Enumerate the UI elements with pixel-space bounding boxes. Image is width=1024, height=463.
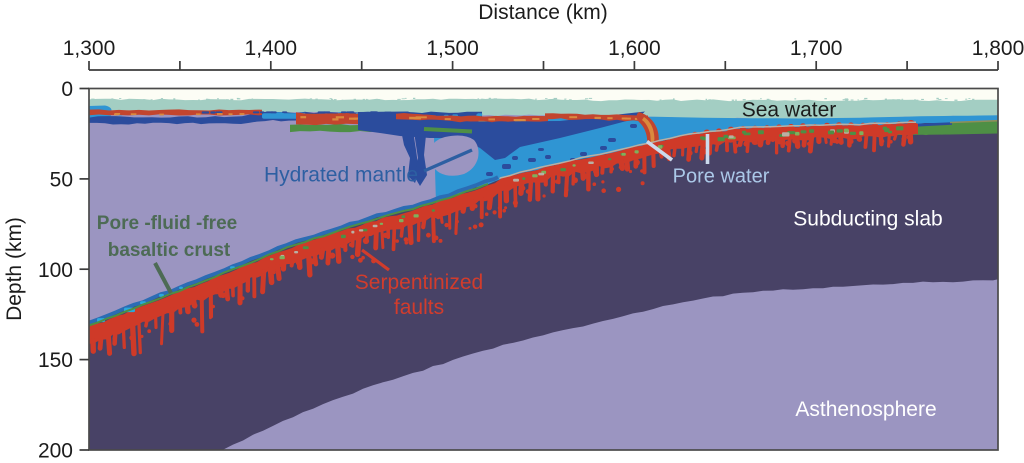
svg-text:Pore water: Pore water [673, 166, 770, 188]
svg-text:Hydrated mantle: Hydrated mantle [264, 164, 418, 187]
svg-text:Depth (km): Depth (km) [3, 217, 26, 321]
svg-text:Asthenosphere: Asthenosphere [795, 398, 936, 421]
svg-text:1,300: 1,300 [63, 37, 116, 60]
svg-text:50: 50 [50, 168, 73, 191]
svg-text:1,600: 1,600 [608, 37, 661, 60]
svg-text:1,800: 1,800 [972, 37, 1024, 60]
svg-text:Pore -fluid -free: Pore -fluid -free [97, 213, 237, 234]
svg-text:150: 150 [38, 349, 73, 372]
svg-text:100: 100 [38, 259, 73, 282]
svg-text:Distance (km): Distance (km) [478, 1, 608, 24]
svg-text:1,500: 1,500 [426, 37, 479, 60]
svg-text:1,700: 1,700 [790, 37, 843, 60]
svg-text:200: 200 [38, 440, 73, 463]
svg-text:basaltic crust: basaltic crust [108, 240, 231, 261]
svg-text:faults: faults [394, 296, 444, 319]
svg-text:0: 0 [61, 78, 73, 101]
svg-text:1,400: 1,400 [245, 37, 298, 60]
svg-text:Sea water: Sea water [742, 99, 837, 122]
svg-text:Serpentinized: Serpentinized [355, 271, 483, 294]
svg-text:Subducting slab: Subducting slab [793, 208, 942, 231]
